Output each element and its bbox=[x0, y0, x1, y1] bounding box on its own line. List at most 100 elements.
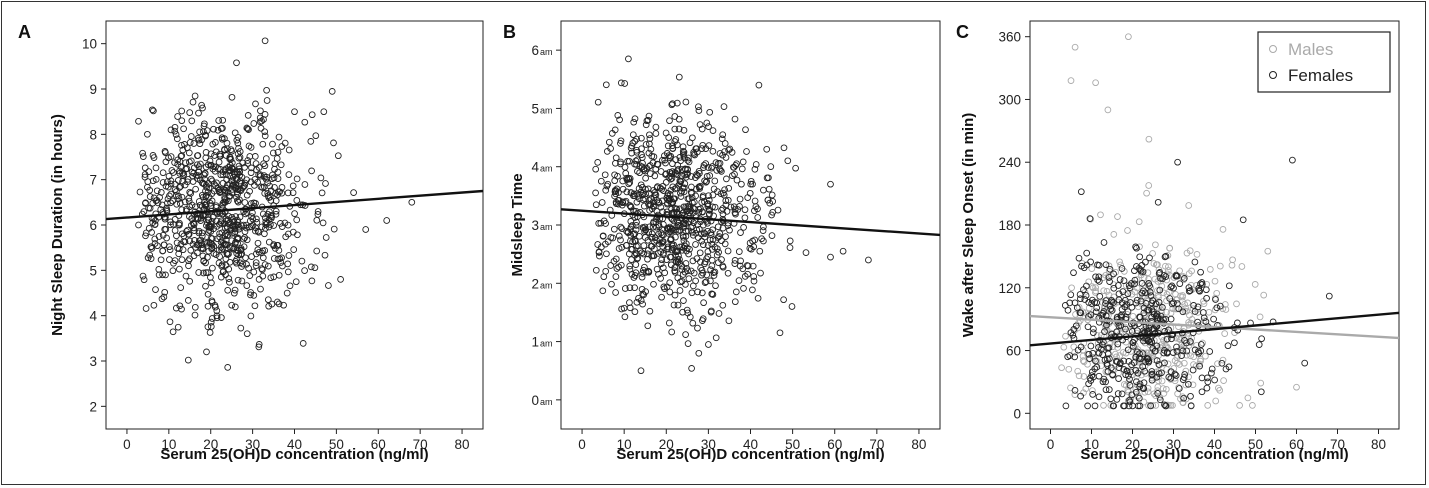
data-point bbox=[617, 236, 624, 244]
data-point-females bbox=[1118, 313, 1125, 321]
data-point-males bbox=[1179, 292, 1186, 299]
data-point bbox=[314, 208, 322, 215]
data-point-males bbox=[1062, 332, 1069, 340]
data-point bbox=[275, 271, 283, 279]
data-point bbox=[234, 186, 242, 193]
data-point bbox=[685, 227, 692, 235]
data-point bbox=[234, 276, 242, 284]
panel-a-points bbox=[135, 37, 416, 371]
x-tick-label: 0 bbox=[578, 437, 586, 452]
data-point bbox=[261, 190, 269, 197]
data-point bbox=[671, 204, 679, 212]
data-point bbox=[702, 278, 710, 286]
data-point-females bbox=[1118, 265, 1126, 272]
data-point bbox=[240, 235, 247, 243]
data-point-males bbox=[1110, 231, 1118, 238]
data-point-females bbox=[1110, 402, 1118, 410]
data-point-males bbox=[1228, 261, 1236, 269]
y-tick-label: 6 bbox=[531, 43, 539, 58]
data-point bbox=[692, 174, 699, 181]
data-point bbox=[716, 150, 724, 157]
data-point bbox=[259, 254, 267, 262]
data-point-males bbox=[1188, 316, 1196, 323]
data-point-females bbox=[1139, 327, 1147, 335]
data-point-females bbox=[1148, 368, 1156, 375]
data-point bbox=[719, 263, 727, 271]
data-point-females bbox=[1239, 216, 1247, 224]
data-point bbox=[178, 141, 185, 149]
data-point bbox=[275, 133, 283, 141]
data-point bbox=[708, 164, 715, 172]
data-point bbox=[617, 223, 625, 231]
data-point bbox=[184, 297, 192, 304]
data-point bbox=[169, 328, 177, 336]
data-point-females bbox=[1092, 273, 1099, 281]
data-point bbox=[754, 214, 762, 221]
data-point-females bbox=[1107, 364, 1115, 372]
data-point bbox=[612, 289, 619, 296]
data-point-females bbox=[1086, 374, 1094, 382]
data-point-females bbox=[1066, 352, 1074, 359]
data-point-females bbox=[1136, 253, 1144, 261]
data-point bbox=[599, 232, 607, 240]
data-point bbox=[648, 230, 656, 238]
data-point bbox=[224, 286, 232, 294]
data-point bbox=[740, 224, 747, 231]
data-point bbox=[749, 237, 756, 245]
data-point bbox=[162, 149, 169, 156]
data-point bbox=[247, 312, 255, 320]
data-point bbox=[697, 264, 704, 272]
data-point bbox=[704, 248, 712, 255]
data-point-females bbox=[1095, 393, 1103, 401]
data-point bbox=[644, 116, 652, 124]
data-point bbox=[698, 208, 706, 216]
data-point bbox=[239, 159, 247, 167]
data-point bbox=[215, 158, 223, 166]
data-point bbox=[199, 104, 206, 112]
data-point-males bbox=[1112, 350, 1119, 358]
data-point bbox=[724, 247, 732, 255]
data-point bbox=[153, 187, 161, 195]
data-point bbox=[626, 284, 634, 292]
data-point-females bbox=[1167, 374, 1175, 382]
data-point-females bbox=[1121, 303, 1129, 311]
data-point bbox=[284, 230, 292, 238]
data-point bbox=[638, 285, 646, 293]
data-point bbox=[644, 255, 651, 263]
data-point bbox=[671, 291, 679, 299]
data-point bbox=[708, 290, 716, 298]
data-point bbox=[261, 261, 269, 268]
data-point bbox=[161, 288, 169, 296]
data-point bbox=[241, 234, 249, 241]
data-point bbox=[607, 234, 615, 241]
data-point-females bbox=[1099, 351, 1106, 358]
data-point bbox=[633, 135, 640, 143]
data-point bbox=[754, 294, 762, 302]
data-point bbox=[156, 194, 163, 201]
data-point bbox=[168, 167, 176, 174]
data-point bbox=[224, 364, 232, 371]
data-point bbox=[668, 328, 676, 336]
data-point bbox=[611, 192, 618, 200]
data-point bbox=[626, 262, 634, 270]
data-point bbox=[159, 271, 166, 279]
data-point-females bbox=[1082, 292, 1090, 299]
data-point bbox=[597, 177, 605, 185]
data-point-females bbox=[1077, 295, 1084, 303]
data-point bbox=[200, 269, 207, 277]
data-point bbox=[176, 265, 183, 273]
data-point-males bbox=[1186, 247, 1194, 255]
data-point bbox=[151, 220, 159, 228]
data-point bbox=[271, 245, 279, 252]
data-point bbox=[674, 247, 682, 255]
data-point-males bbox=[1065, 365, 1073, 373]
data-point bbox=[604, 180, 612, 188]
data-point-females bbox=[1120, 277, 1128, 285]
data-point-females bbox=[1134, 348, 1141, 356]
panel-a-fit-lines bbox=[105, 189, 484, 221]
data-point bbox=[765, 185, 773, 193]
data-point-females bbox=[1166, 295, 1174, 302]
data-point bbox=[633, 298, 641, 306]
data-point bbox=[293, 197, 301, 204]
